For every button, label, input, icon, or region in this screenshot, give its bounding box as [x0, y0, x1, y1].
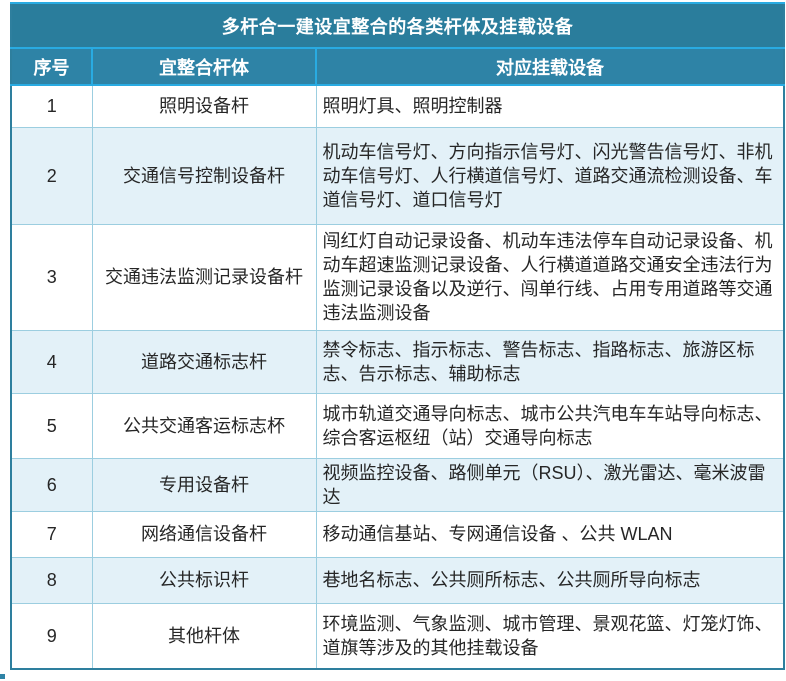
pole-equipment-table: 多杆合一建设宜整合的各类杆体及挂载设备 序号 宜整合杆体 对应挂载设备 1 照明… [10, 2, 786, 670]
cell-pole-type: 公共标识杆 [91, 556, 317, 604]
column-header-mounted-devices: 对应挂载设备 [316, 48, 785, 86]
cell-mounted-devices: 城市轨道交通导向标志、城市公共汽电车车站导向标志、综合客运枢纽（站）交通导向标志 [315, 392, 785, 459]
cell-mounted-devices: 照明灯具、照明控制器 [315, 84, 785, 128]
cell-mounted-devices: 环境监测、气象监测、城市管理、景观花篮、灯笼灯饰、道旗等涉及的其他挂载设备 [315, 602, 785, 670]
table-row: 8 公共标识杆 巷地名标志、公共厕所标志、公共厕所导向标志 [10, 556, 785, 604]
cell-pole-type: 交通违法监测记录设备杆 [91, 223, 317, 331]
corner-speck [0, 674, 5, 679]
cell-pole-type: 交通信号控制设备杆 [91, 126, 317, 225]
table-row: 9 其他杆体 环境监测、气象监测、城市管理、景观花篮、灯笼灯饰、道旗等涉及的其他… [10, 602, 785, 670]
table-row: 3 交通违法监测记录设备杆 闯红灯自动记录设备、机动车违法停车自动记录设备、机动… [10, 223, 785, 331]
cell-mounted-devices: 禁令标志、指示标志、警告标志、指路标志、旅游区标志、告示标志、辅助标志 [315, 329, 785, 394]
cell-row-number: 4 [10, 329, 93, 394]
cell-row-number: 5 [10, 392, 93, 459]
cell-pole-type: 道路交通标志杆 [91, 329, 317, 394]
cell-row-number: 8 [10, 556, 93, 604]
cell-row-number: 3 [10, 223, 93, 331]
cell-mounted-devices: 巷地名标志、公共厕所标志、公共厕所导向标志 [315, 556, 785, 604]
table-row: 1 照明设备杆 照明灯具、照明控制器 [10, 84, 785, 128]
cell-mounted-devices: 视频监控设备、路侧单元（RSU）、激光雷达、毫米波雷达 [315, 457, 785, 512]
column-header-pole-type: 宜整合杆体 [92, 48, 317, 86]
cell-row-number: 1 [10, 84, 93, 128]
table-title-row: 多杆合一建设宜整合的各类杆体及挂载设备 [11, 2, 785, 49]
table-title: 多杆合一建设宜整合的各类杆体及挂载设备 [11, 2, 785, 49]
cell-pole-type: 照明设备杆 [91, 84, 317, 128]
table-row: 5 公共交通客运标志杯 城市轨道交通导向标志、城市公共汽电车车站导向标志、综合客… [10, 392, 785, 459]
table-row: 4 道路交通标志杆 禁令标志、指示标志、警告标志、指路标志、旅游区标志、告示标志… [10, 329, 785, 394]
cell-row-number: 7 [10, 510, 93, 558]
cell-row-number: 6 [10, 457, 93, 512]
cell-pole-type: 其他杆体 [91, 602, 317, 670]
table-header-row: 序号 宜整合杆体 对应挂载设备 [11, 48, 785, 86]
column-header-number: 序号 [11, 48, 93, 86]
cell-mounted-devices: 移动通信基站、专网通信设备 、公共 WLAN [315, 510, 785, 558]
cell-pole-type: 专用设备杆 [91, 457, 317, 512]
cell-pole-type: 公共交通客运标志杯 [91, 392, 317, 459]
cell-mounted-devices: 闯红灯自动记录设备、机动车违法停车自动记录设备、机动车超速监测记录设备、人行横道… [315, 223, 785, 331]
cell-pole-type: 网络通信设备杆 [91, 510, 317, 558]
table-row: 7 网络通信设备杆 移动通信基站、专网通信设备 、公共 WLAN [10, 510, 785, 558]
cell-mounted-devices: 机动车信号灯、方向指示信号灯、闪光警告信号灯、非机动车信号灯、人行横道信号灯、道… [315, 126, 785, 225]
cell-row-number: 9 [10, 602, 93, 670]
table-row: 6 专用设备杆 视频监控设备、路侧单元（RSU）、激光雷达、毫米波雷达 [10, 457, 785, 512]
cell-row-number: 2 [10, 126, 93, 225]
table-row: 2 交通信号控制设备杆 机动车信号灯、方向指示信号灯、闪光警告信号灯、非机动车信… [10, 126, 785, 225]
table-body: 1 照明设备杆 照明灯具、照明控制器 2 交通信号控制设备杆 机动车信号灯、方向… [10, 84, 785, 670]
